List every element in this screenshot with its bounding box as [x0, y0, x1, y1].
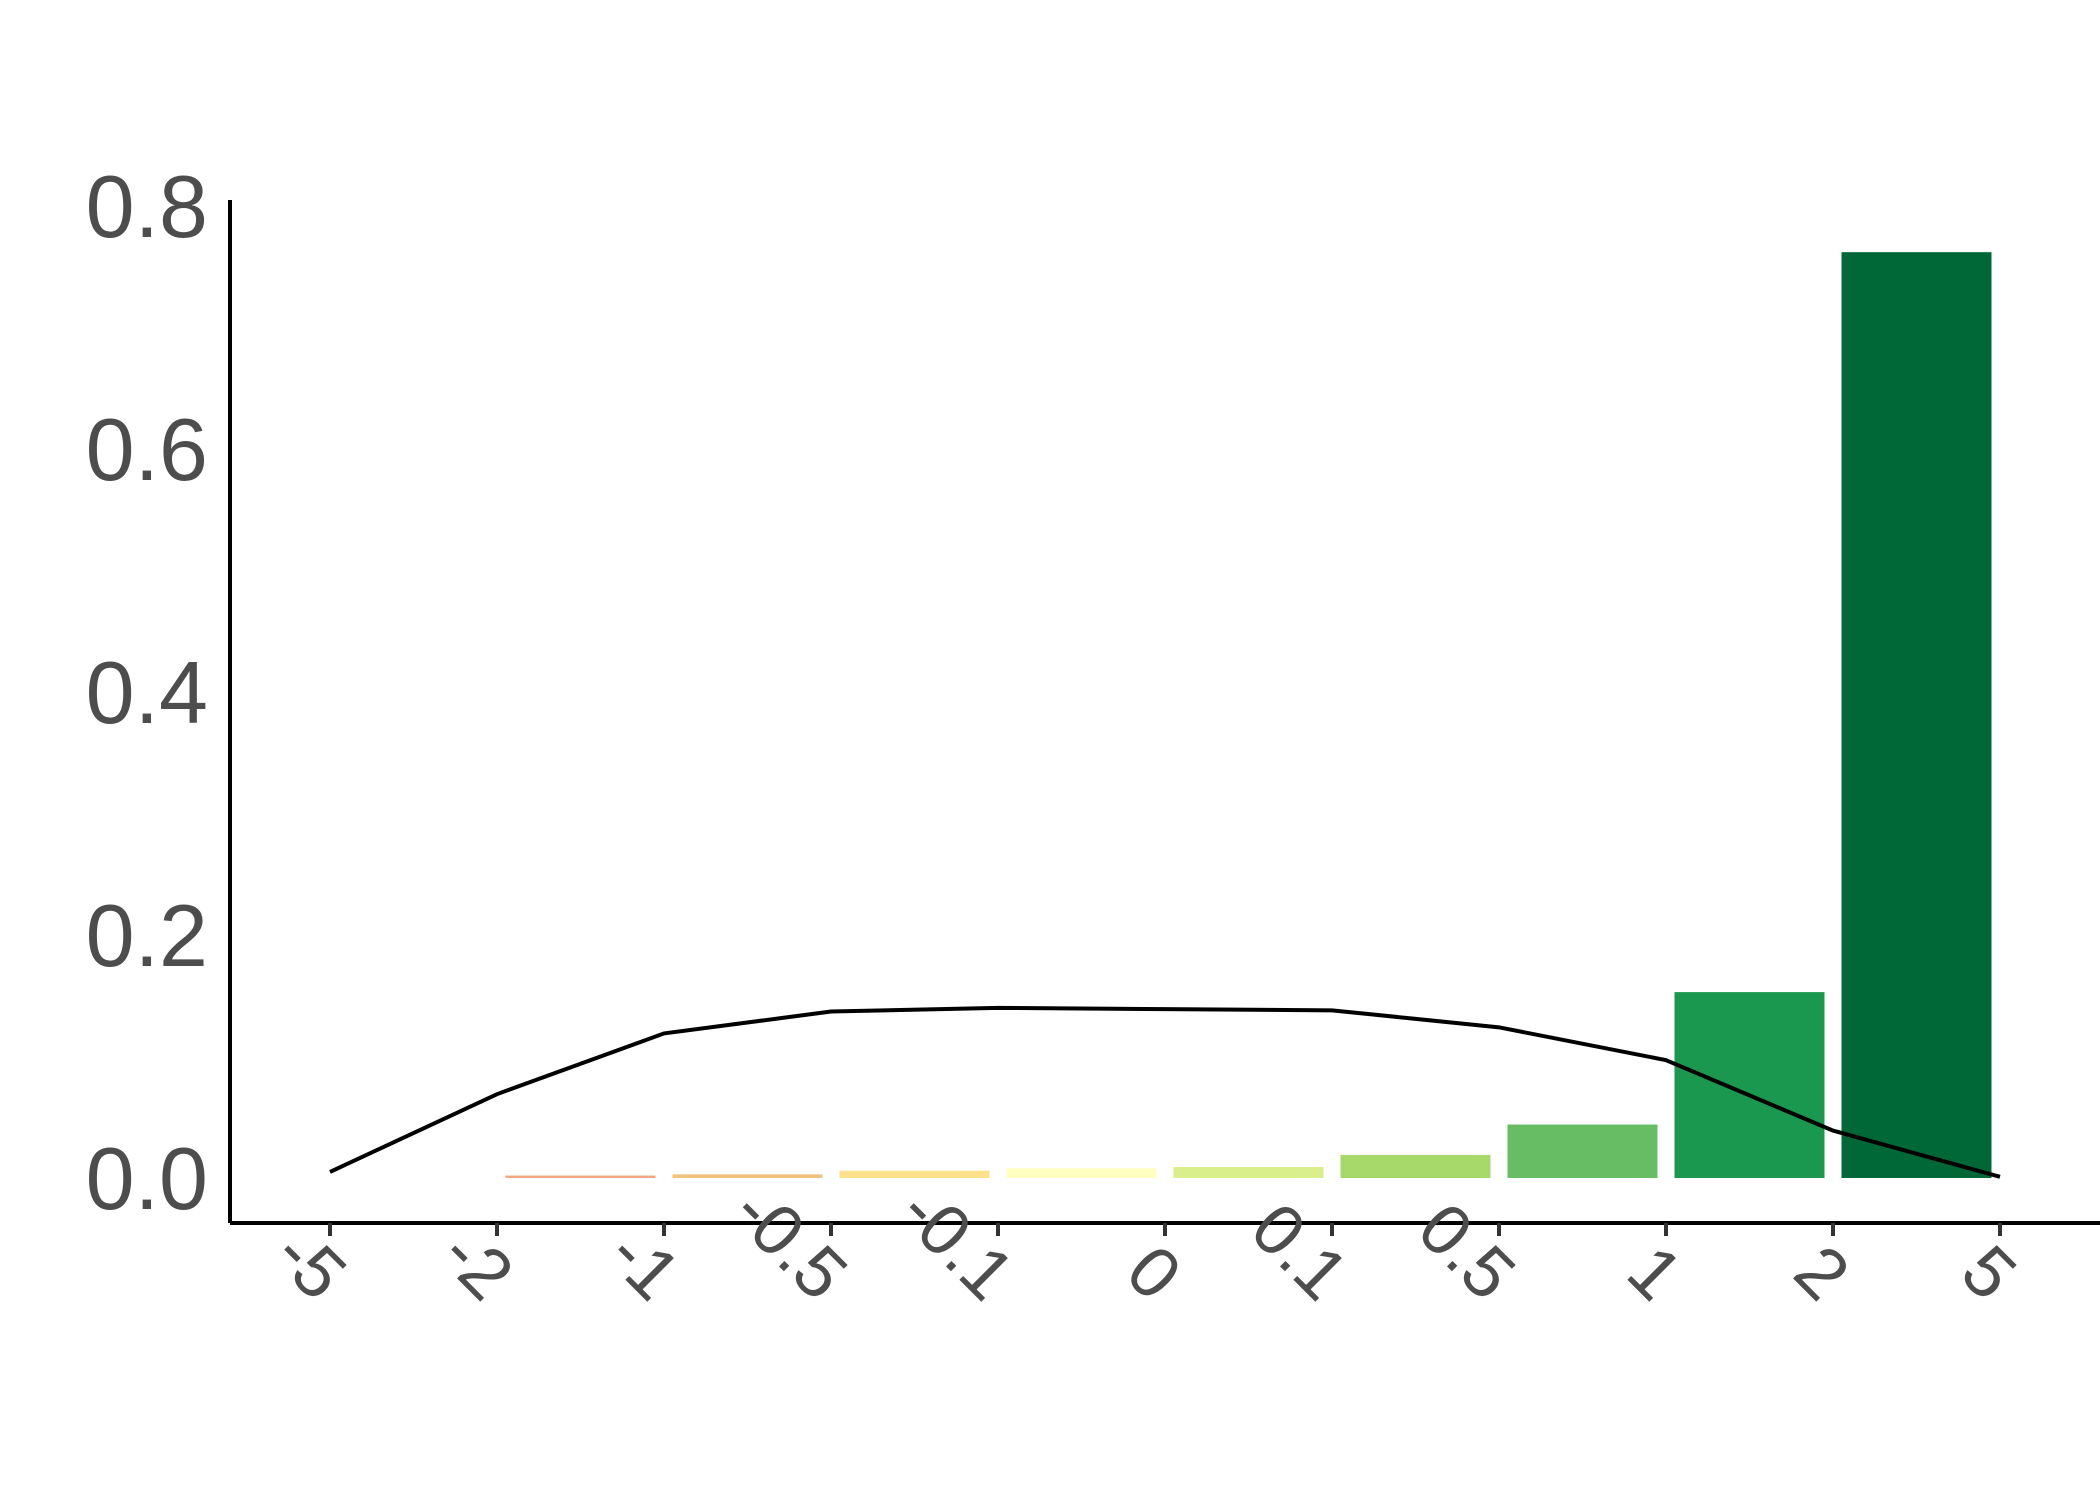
x-tick-label: -0.1	[885, 1171, 1029, 1315]
bar	[1340, 1154, 1491, 1178]
x-tick-label: 5	[1946, 1231, 2031, 1316]
y-tick-label: 0.4	[86, 643, 208, 742]
bar	[839, 1170, 990, 1178]
bar	[1841, 252, 1992, 1179]
x-tick-label: 1	[1612, 1231, 1697, 1316]
bar	[672, 1174, 823, 1178]
x-tick-label: -2	[426, 1214, 528, 1316]
bar	[505, 1175, 656, 1178]
bar	[1507, 1124, 1658, 1178]
bar	[1173, 1167, 1324, 1178]
x-tick-label: 0	[1111, 1231, 1196, 1316]
y-tick-label: 0.8	[86, 157, 208, 256]
y-tick-label: 0.0	[86, 1129, 208, 1228]
bar	[338, 1176, 489, 1178]
bar	[1006, 1168, 1157, 1178]
y-tick-label: 0.6	[86, 400, 208, 499]
x-tick-label: 2	[1779, 1231, 1864, 1316]
x-axis-ticks: -5 -2 -1 -0.5 -0.1 0 0.1 0.5 1 2 5	[259, 1171, 2031, 1315]
x-tick-label: -0.5	[718, 1171, 862, 1315]
line-series	[329, 1005, 2001, 1179]
x-tick-label: -5	[259, 1214, 361, 1316]
x-tick-label: -1	[593, 1214, 695, 1316]
y-tick-label: 0.2	[86, 886, 208, 985]
y-axis-ticks: 0.0 0.2 0.4 0.6 0.8	[86, 157, 208, 1228]
bars	[338, 252, 1992, 1179]
x-tick-label: 0.1	[1236, 1188, 1363, 1315]
x-tick-label: 0.5	[1403, 1188, 1530, 1315]
bar	[1674, 992, 1825, 1178]
